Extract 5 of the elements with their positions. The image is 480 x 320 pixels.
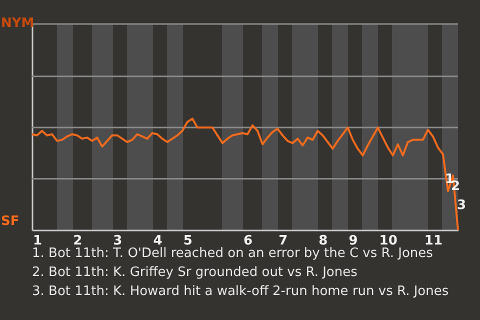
annotation: 3 xyxy=(457,198,466,213)
text: NYM xyxy=(1,16,34,31)
text: SF xyxy=(1,214,20,229)
text: 2. Bot 11th: K. Griffey Sr grounded out vs R. Jones xyxy=(32,264,358,282)
text: 3. Bot 11th: K. Howard hit a walk-off 2-run home run vs R. Jones xyxy=(32,283,449,301)
